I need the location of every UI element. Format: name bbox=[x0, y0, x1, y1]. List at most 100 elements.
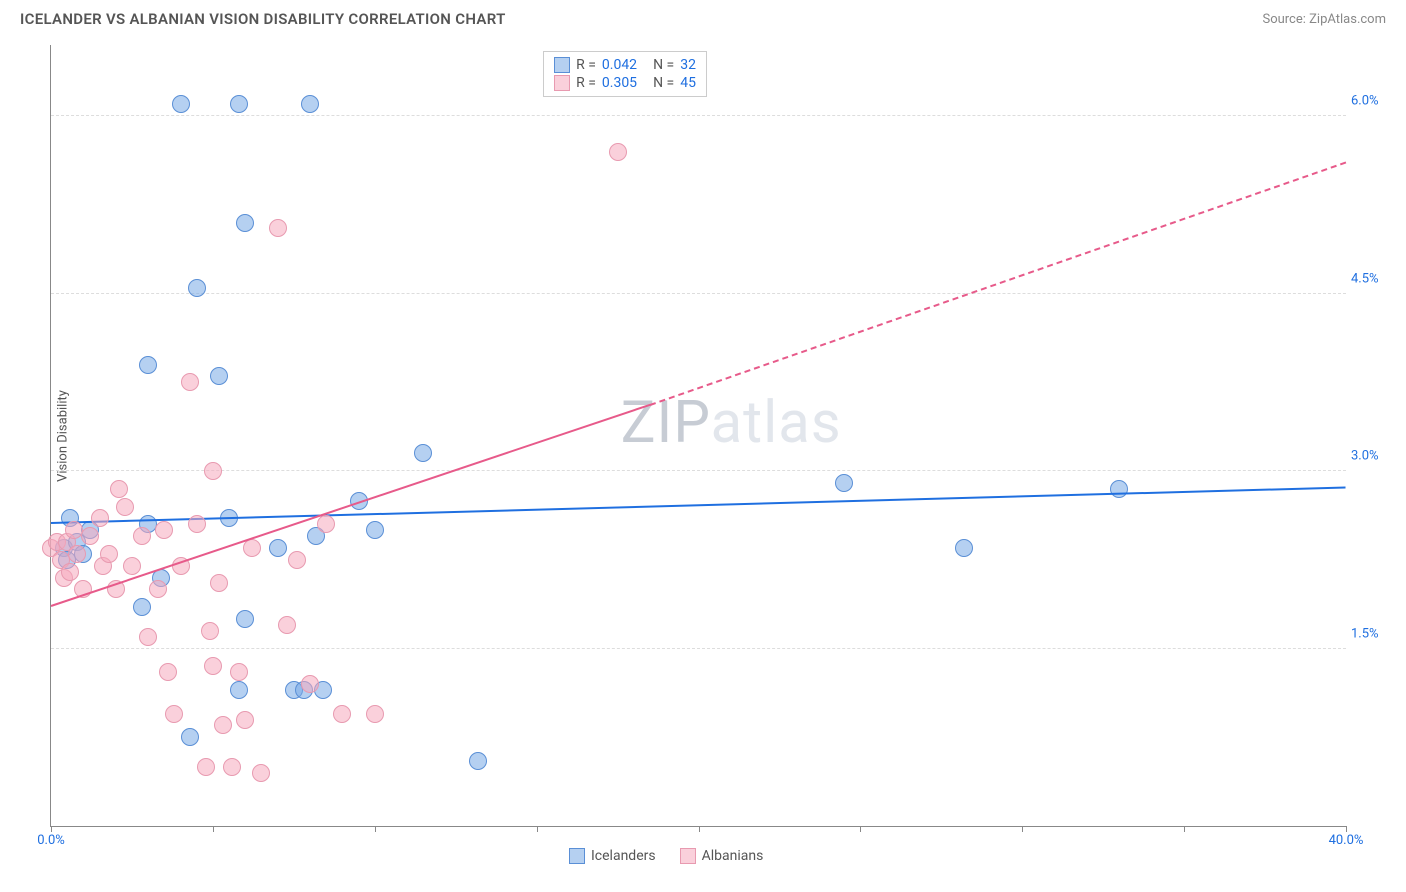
data-point bbox=[100, 545, 118, 563]
data-point bbox=[181, 373, 199, 391]
legend-swatch bbox=[554, 57, 570, 73]
trend-line bbox=[650, 161, 1347, 405]
data-point bbox=[230, 95, 248, 113]
data-point bbox=[469, 752, 487, 770]
gridline bbox=[51, 115, 1346, 116]
source-label: Source: ZipAtlas.com bbox=[1262, 12, 1386, 27]
x-tick-label: 40.0% bbox=[1329, 833, 1364, 848]
trend-line bbox=[51, 404, 651, 607]
data-point bbox=[252, 764, 270, 782]
data-point bbox=[61, 563, 79, 581]
data-point bbox=[210, 574, 228, 592]
chart-title: ICELANDER VS ALBANIAN VISION DISABILITY … bbox=[20, 10, 506, 28]
data-point bbox=[236, 214, 254, 232]
watermark: ZIPatlas bbox=[621, 389, 842, 457]
data-point bbox=[214, 716, 232, 734]
gridline bbox=[51, 293, 1346, 294]
y-tick-label: 6.0% bbox=[1351, 94, 1396, 109]
r-value: 0.042 bbox=[602, 57, 637, 73]
legend-swatch bbox=[680, 848, 696, 864]
x-tick bbox=[213, 826, 214, 832]
gridline bbox=[51, 470, 1346, 471]
data-point bbox=[414, 444, 432, 462]
n-label: N = bbox=[653, 75, 674, 91]
n-value: 45 bbox=[680, 75, 696, 91]
data-point bbox=[269, 219, 287, 237]
data-point bbox=[197, 758, 215, 776]
legend-swatch bbox=[554, 75, 570, 91]
data-point bbox=[366, 705, 384, 723]
x-tick bbox=[375, 826, 376, 832]
data-point bbox=[188, 515, 206, 533]
data-point bbox=[236, 610, 254, 628]
data-point bbox=[278, 616, 296, 634]
data-point bbox=[91, 509, 109, 527]
data-point bbox=[269, 539, 287, 557]
x-tick bbox=[51, 826, 52, 832]
x-tick-label: 0.0% bbox=[37, 833, 65, 848]
x-tick bbox=[537, 826, 538, 832]
data-point bbox=[230, 681, 248, 699]
legend-label: Icelanders bbox=[591, 848, 656, 864]
data-point bbox=[181, 728, 199, 746]
data-point bbox=[188, 279, 206, 297]
x-tick bbox=[1346, 826, 1347, 832]
n-value: 32 bbox=[680, 57, 696, 73]
x-tick bbox=[860, 826, 861, 832]
data-point bbox=[204, 462, 222, 480]
x-tick bbox=[699, 826, 700, 832]
x-tick bbox=[1184, 826, 1185, 832]
trend-line bbox=[51, 487, 1346, 524]
data-point bbox=[159, 663, 177, 681]
data-point bbox=[139, 356, 157, 374]
data-point bbox=[133, 598, 151, 616]
data-point bbox=[116, 498, 134, 516]
y-tick-label: 1.5% bbox=[1351, 626, 1396, 641]
x-tick bbox=[1022, 826, 1023, 832]
data-point bbox=[236, 711, 254, 729]
y-axis-label: Vision Disability bbox=[55, 390, 70, 482]
r-label: R = bbox=[576, 75, 596, 91]
data-point bbox=[333, 705, 351, 723]
legend-item: Icelanders bbox=[569, 848, 656, 864]
data-point bbox=[149, 580, 167, 598]
data-point bbox=[172, 95, 190, 113]
data-point bbox=[835, 474, 853, 492]
watermark-part-2: atlas bbox=[711, 389, 842, 457]
legend-row: R = 0.042 N = 32 bbox=[554, 56, 696, 74]
series-legend: Icelanders Albanians bbox=[569, 848, 763, 864]
data-point bbox=[110, 480, 128, 498]
n-label: N = bbox=[653, 57, 674, 73]
data-point bbox=[123, 557, 141, 575]
legend-swatch bbox=[569, 848, 585, 864]
data-point bbox=[204, 657, 222, 675]
y-tick-label: 4.5% bbox=[1351, 271, 1396, 286]
data-point bbox=[81, 527, 99, 545]
r-value: 0.305 bbox=[602, 75, 637, 91]
data-point bbox=[133, 527, 151, 545]
legend-row: R = 0.305 N = 45 bbox=[554, 74, 696, 92]
data-point bbox=[201, 622, 219, 640]
data-point bbox=[301, 95, 319, 113]
correlation-legend: R = 0.042 N = 32 R = 0.305 N = 45 bbox=[543, 51, 707, 97]
legend-item: Albanians bbox=[680, 848, 764, 864]
legend-label: Albanians bbox=[702, 848, 764, 864]
data-point bbox=[155, 521, 173, 539]
data-point bbox=[230, 663, 248, 681]
data-point bbox=[165, 705, 183, 723]
data-point bbox=[366, 521, 384, 539]
data-point bbox=[301, 675, 319, 693]
y-tick-label: 3.0% bbox=[1351, 449, 1396, 464]
data-point bbox=[317, 515, 335, 533]
r-label: R = bbox=[576, 57, 596, 73]
data-point bbox=[609, 143, 627, 161]
data-point bbox=[223, 758, 241, 776]
data-point bbox=[955, 539, 973, 557]
gridline bbox=[51, 648, 1346, 649]
data-point bbox=[139, 628, 157, 646]
data-point bbox=[288, 551, 306, 569]
data-point bbox=[210, 367, 228, 385]
data-point bbox=[1110, 480, 1128, 498]
data-point bbox=[68, 545, 86, 563]
chart-plot-area: Vision Disability ZIPatlas R = 0.042 N = … bbox=[50, 45, 1346, 827]
